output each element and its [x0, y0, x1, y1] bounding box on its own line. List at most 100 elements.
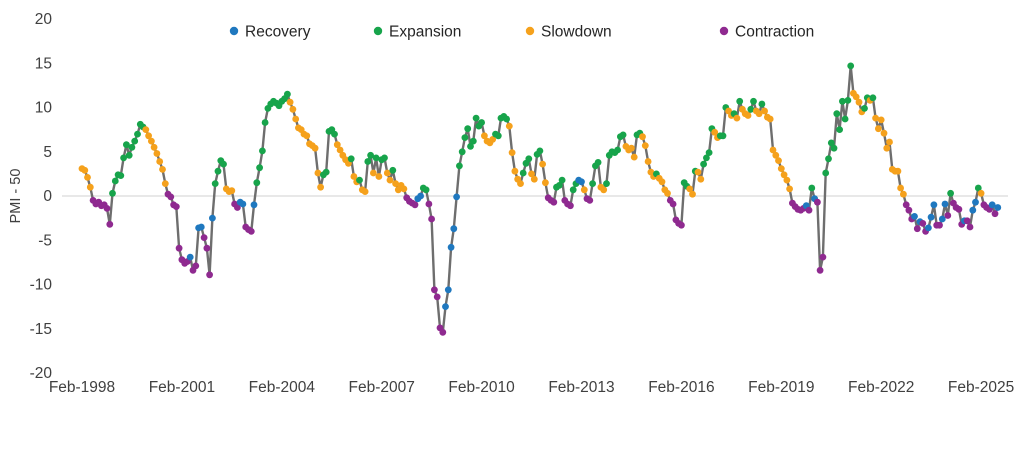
- data-point[interactable]: [456, 162, 463, 170]
- data-point[interactable]: [422, 186, 430, 194]
- data-point[interactable]: [392, 180, 399, 188]
- data-point[interactable]: [234, 204, 241, 211]
- data-point[interactable]: [711, 128, 719, 136]
- data-point[interactable]: [364, 158, 372, 165]
- data-point[interactable]: [913, 225, 921, 233]
- data-point[interactable]: [261, 119, 269, 126]
- data-point[interactable]: [200, 234, 208, 242]
- data-point[interactable]: [286, 98, 294, 106]
- data-point[interactable]: [830, 144, 838, 152]
- data-point[interactable]: [974, 184, 982, 192]
- data-point[interactable]: [733, 114, 741, 122]
- data-point[interactable]: [311, 144, 319, 152]
- data-point[interactable]: [508, 149, 516, 157]
- data-point[interactable]: [494, 132, 502, 140]
- data-point[interactable]: [322, 168, 330, 176]
- data-point[interactable]: [453, 193, 460, 201]
- data-point[interactable]: [467, 143, 474, 150]
- data-point[interactable]: [253, 179, 261, 187]
- data-point[interactable]: [214, 167, 222, 175]
- data-point[interactable]: [836, 126, 843, 133]
- data-point[interactable]: [123, 141, 130, 149]
- legend-item-contraction[interactable]: Contraction: [719, 24, 814, 41]
- data-point[interactable]: [228, 187, 236, 195]
- data-point[interactable]: [370, 169, 377, 177]
- data-point[interactable]: [930, 201, 938, 209]
- data-point[interactable]: [131, 137, 139, 145]
- data-point[interactable]: [425, 200, 433, 208]
- data-point[interactable]: [530, 175, 538, 183]
- data-point[interactable]: [819, 253, 827, 261]
- data-point[interactable]: [936, 221, 943, 229]
- data-point[interactable]: [134, 130, 141, 138]
- data-point[interactable]: [503, 115, 510, 123]
- data-point[interactable]: [511, 167, 519, 175]
- data-point[interactable]: [686, 185, 694, 193]
- data-point[interactable]: [977, 189, 985, 197]
- data-point[interactable]: [536, 147, 544, 155]
- data-point[interactable]: [148, 137, 155, 145]
- data-point[interactable]: [847, 62, 855, 70]
- data-point[interactable]: [988, 201, 996, 209]
- data-point[interactable]: [447, 243, 455, 251]
- data-point[interactable]: [367, 151, 374, 159]
- data-point[interactable]: [886, 138, 893, 146]
- data-point[interactable]: [156, 158, 164, 165]
- data-point[interactable]: [630, 153, 638, 161]
- data-point[interactable]: [744, 112, 752, 119]
- data-point[interactable]: [839, 97, 846, 105]
- data-point[interactable]: [700, 160, 707, 168]
- data-point[interactable]: [239, 200, 247, 208]
- data-point[interactable]: [464, 125, 472, 133]
- data-point[interactable]: [769, 146, 777, 154]
- data-point[interactable]: [991, 210, 999, 218]
- data-point[interactable]: [758, 100, 766, 108]
- data-point[interactable]: [142, 126, 150, 133]
- data-point[interactable]: [883, 144, 891, 152]
- data-point[interactable]: [433, 293, 441, 301]
- data-point[interactable]: [894, 167, 902, 175]
- data-point[interactable]: [816, 266, 824, 274]
- data-point[interactable]: [911, 213, 918, 220]
- data-point[interactable]: [614, 146, 621, 154]
- data-point[interactable]: [356, 176, 363, 184]
- data-point[interactable]: [761, 107, 768, 115]
- data-point[interactable]: [905, 206, 913, 214]
- data-point[interactable]: [125, 151, 133, 159]
- data-point[interactable]: [925, 224, 932, 232]
- data-point[interactable]: [944, 212, 952, 219]
- legend-item-expansion[interactable]: Expansion: [373, 24, 462, 41]
- data-point[interactable]: [289, 105, 297, 113]
- data-point[interactable]: [897, 184, 904, 192]
- data-point[interactable]: [203, 244, 211, 252]
- data-point[interactable]: [117, 172, 125, 180]
- legend-item-recovery[interactable]: Recovery: [229, 24, 311, 41]
- data-point[interactable]: [120, 154, 127, 162]
- data-point[interactable]: [766, 115, 774, 123]
- data-point[interactable]: [780, 171, 788, 179]
- data-point[interactable]: [783, 176, 791, 184]
- data-point[interactable]: [963, 217, 971, 225]
- data-point[interactable]: [292, 115, 300, 123]
- data-point[interactable]: [880, 129, 888, 137]
- data-point[interactable]: [519, 169, 527, 177]
- data-point[interactable]: [542, 179, 549, 187]
- data-point[interactable]: [489, 136, 497, 143]
- data-point[interactable]: [600, 186, 608, 194]
- data-point[interactable]: [172, 203, 180, 211]
- data-point[interactable]: [994, 204, 1002, 211]
- data-point[interactable]: [861, 105, 868, 112]
- data-point[interactable]: [444, 286, 452, 294]
- data-point[interactable]: [209, 214, 216, 222]
- data-point[interactable]: [250, 201, 258, 209]
- data-point[interactable]: [941, 200, 949, 208]
- data-point[interactable]: [481, 132, 488, 140]
- data-point[interactable]: [159, 166, 166, 173]
- data-point[interactable]: [603, 180, 610, 188]
- data-point[interactable]: [852, 93, 860, 101]
- data-point[interactable]: [428, 215, 435, 223]
- data-point[interactable]: [442, 303, 449, 310]
- data-point[interactable]: [825, 155, 832, 163]
- data-point[interactable]: [750, 97, 757, 105]
- data-point[interactable]: [386, 176, 394, 184]
